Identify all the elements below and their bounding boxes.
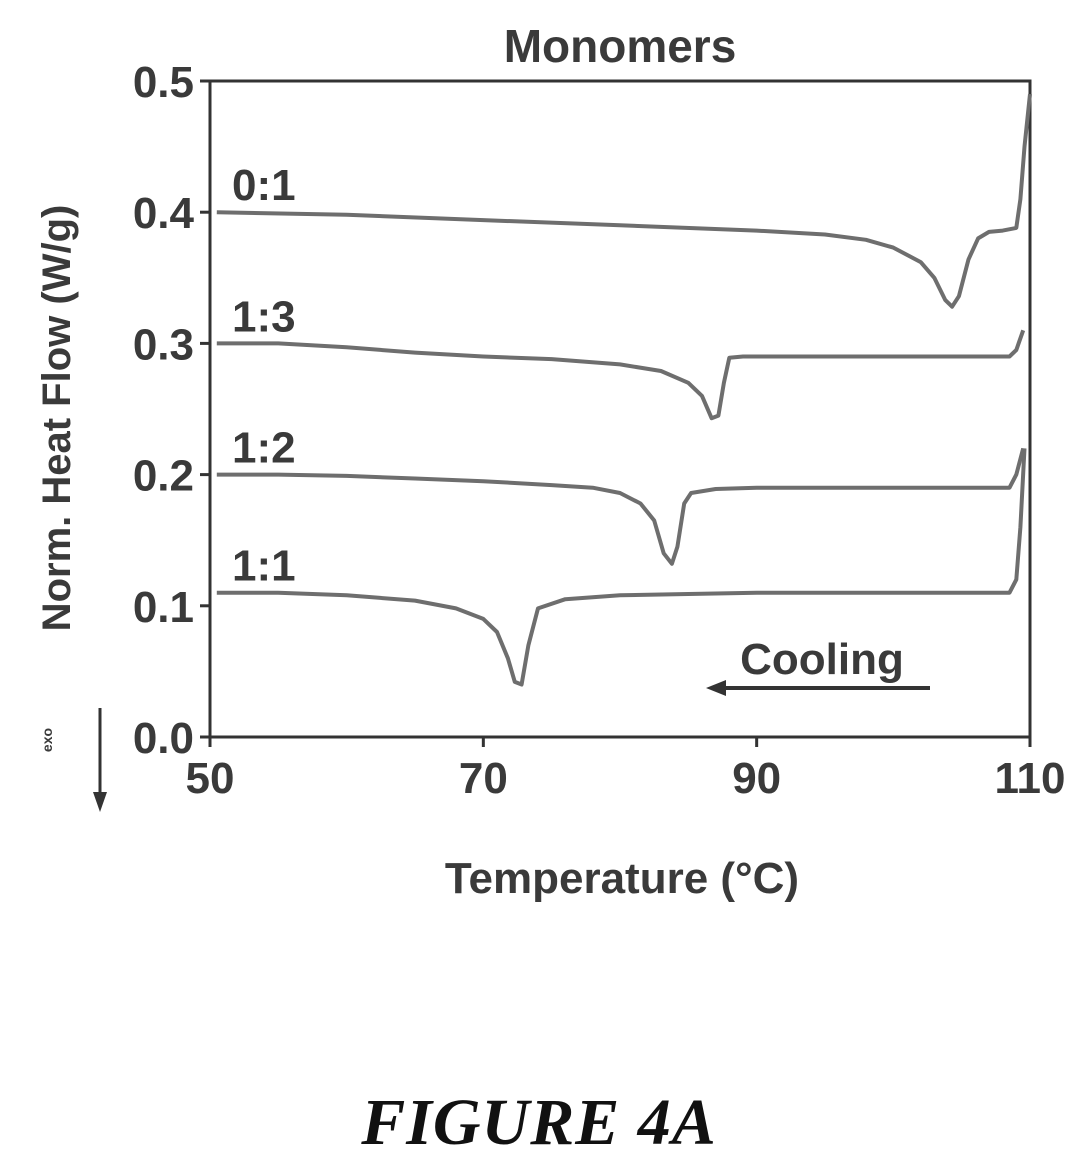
y-tick-label: 0.1 bbox=[133, 583, 194, 632]
figure-caption: FIGURE 4A bbox=[361, 1086, 717, 1159]
y-tick-label: 0.5 bbox=[133, 58, 194, 107]
x-axis-label: Temperature (°C) bbox=[445, 854, 799, 903]
series-line bbox=[216, 447, 1026, 566]
y-axis-ticks: 0.0 0.1 0.2 0.3 0.4 0.5 bbox=[133, 58, 210, 763]
y-tick-label: 0.2 bbox=[133, 452, 194, 501]
x-axis-ticks: 50 70 90 110 bbox=[186, 737, 1066, 803]
series-label: 1:1 bbox=[232, 542, 296, 591]
x-tick-label: 70 bbox=[459, 754, 508, 803]
x-tick-label: 50 bbox=[186, 754, 235, 803]
y-axis-label: Norm. Heat Flow (W/g) bbox=[35, 205, 79, 632]
exo-label: exo bbox=[39, 728, 55, 752]
series-line bbox=[216, 93, 1032, 309]
exo-arrow-head bbox=[93, 792, 107, 812]
y-tick-label: 0.4 bbox=[133, 189, 195, 238]
series-label: 1:2 bbox=[232, 424, 296, 473]
plot-frame bbox=[208, 79, 1032, 739]
y-tick-label: 0.0 bbox=[133, 714, 194, 763]
series-line bbox=[216, 448, 1027, 687]
x-tick-label: 90 bbox=[732, 754, 781, 803]
chart-title: Monomers bbox=[504, 20, 737, 72]
x-tick-label: 110 bbox=[995, 754, 1066, 803]
chart-figure: Monomers Norm. Heat Flow (W/g) exo 0.00.… bbox=[35, 20, 1066, 903]
series-layer: 0:1 1:3 1:2 1:1 bbox=[216, 93, 1032, 687]
series-label: 0:1 bbox=[232, 161, 296, 210]
cooling-arrow-head bbox=[706, 680, 726, 696]
y-tick-label: 0.3 bbox=[133, 320, 194, 369]
cooling-annotation: Cooling bbox=[740, 635, 904, 684]
series-label: 1:3 bbox=[232, 292, 296, 341]
series-line bbox=[216, 329, 1026, 421]
